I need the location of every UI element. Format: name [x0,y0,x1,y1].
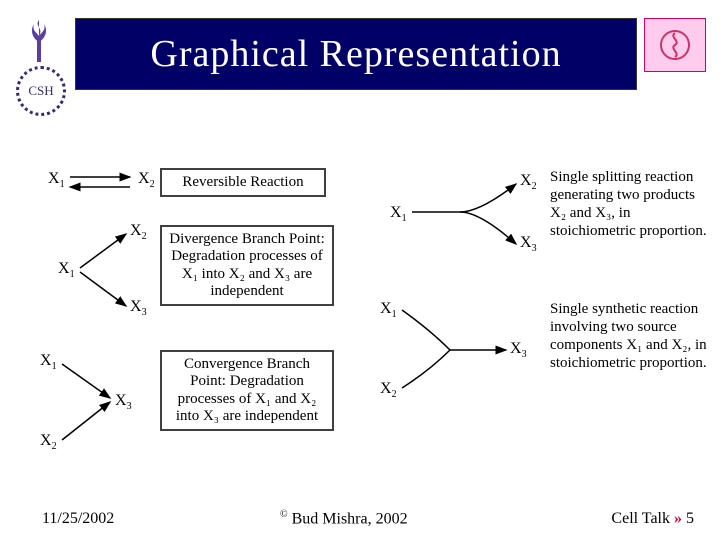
title-bar: Graphical Representation [75,18,637,90]
lbl-conv-x2: X2 [40,432,57,452]
snake-icon [655,25,695,65]
footer-right-sep: » [674,510,682,527]
lbl-conv-x3: X3 [115,392,132,412]
lbl-conv-x1: X1 [40,352,57,372]
footer-right-num: 5 [686,510,694,527]
text-synthetic: Single synthetic reaction involving two … [550,300,710,372]
footer-center-text: Bud Mishra, 2002 [292,510,408,527]
torch-icon [24,18,54,66]
text-splitting-content: Single splitting reaction generating two… [550,169,707,239]
box-divergence: Divergence Branch Point: Degradation pro… [160,225,334,306]
csh-badge: CSH [16,66,66,116]
lbl-rev-x2: X2 [138,170,155,190]
footer-center: © Bud Mishra, 2002 [280,509,408,528]
lbl-split-x3: X3 [520,234,537,254]
lbl-div-x2: X2 [130,222,147,242]
footer-right-prefix: Cell Talk [611,510,670,527]
lbl-div-x1: X1 [58,260,75,280]
lbl-split-x1: X1 [390,204,407,224]
lbl-synth-x3: X3 [510,340,527,360]
lbl-synth-x1: X1 [380,300,397,320]
text-synthetic-content: Single synthetic reaction involving two … [550,301,707,371]
box-divergence-text: Divergence Branch Point: Degradation pro… [169,231,325,299]
lbl-div-x3: X3 [130,298,147,318]
lbl-split-x2: X2 [520,172,537,192]
footer-date-text: 11/25/2002 [42,510,114,527]
box-convergence: Convergence Branch Point: Degradation pr… [160,350,334,431]
footer-copyright: © [280,509,288,520]
lbl-rev-x1: X1 [48,170,65,190]
box-reversible-text: Reversible Reaction [182,174,303,190]
footer-date: 11/25/2002 [42,510,114,528]
logo-right [644,18,706,72]
csh-text: CSH [28,83,53,99]
page-title: Graphical Representation [150,32,561,76]
logo-left: CSH [10,18,70,113]
text-splitting: Single splitting reaction generating two… [550,168,710,240]
box-reversible: Reversible Reaction [160,168,326,197]
lbl-synth-x2: X2 [380,380,397,400]
footer-right: Cell Talk » 5 [611,510,694,528]
box-convergence-text: Convergence Branch Point: Degradation pr… [176,356,318,424]
